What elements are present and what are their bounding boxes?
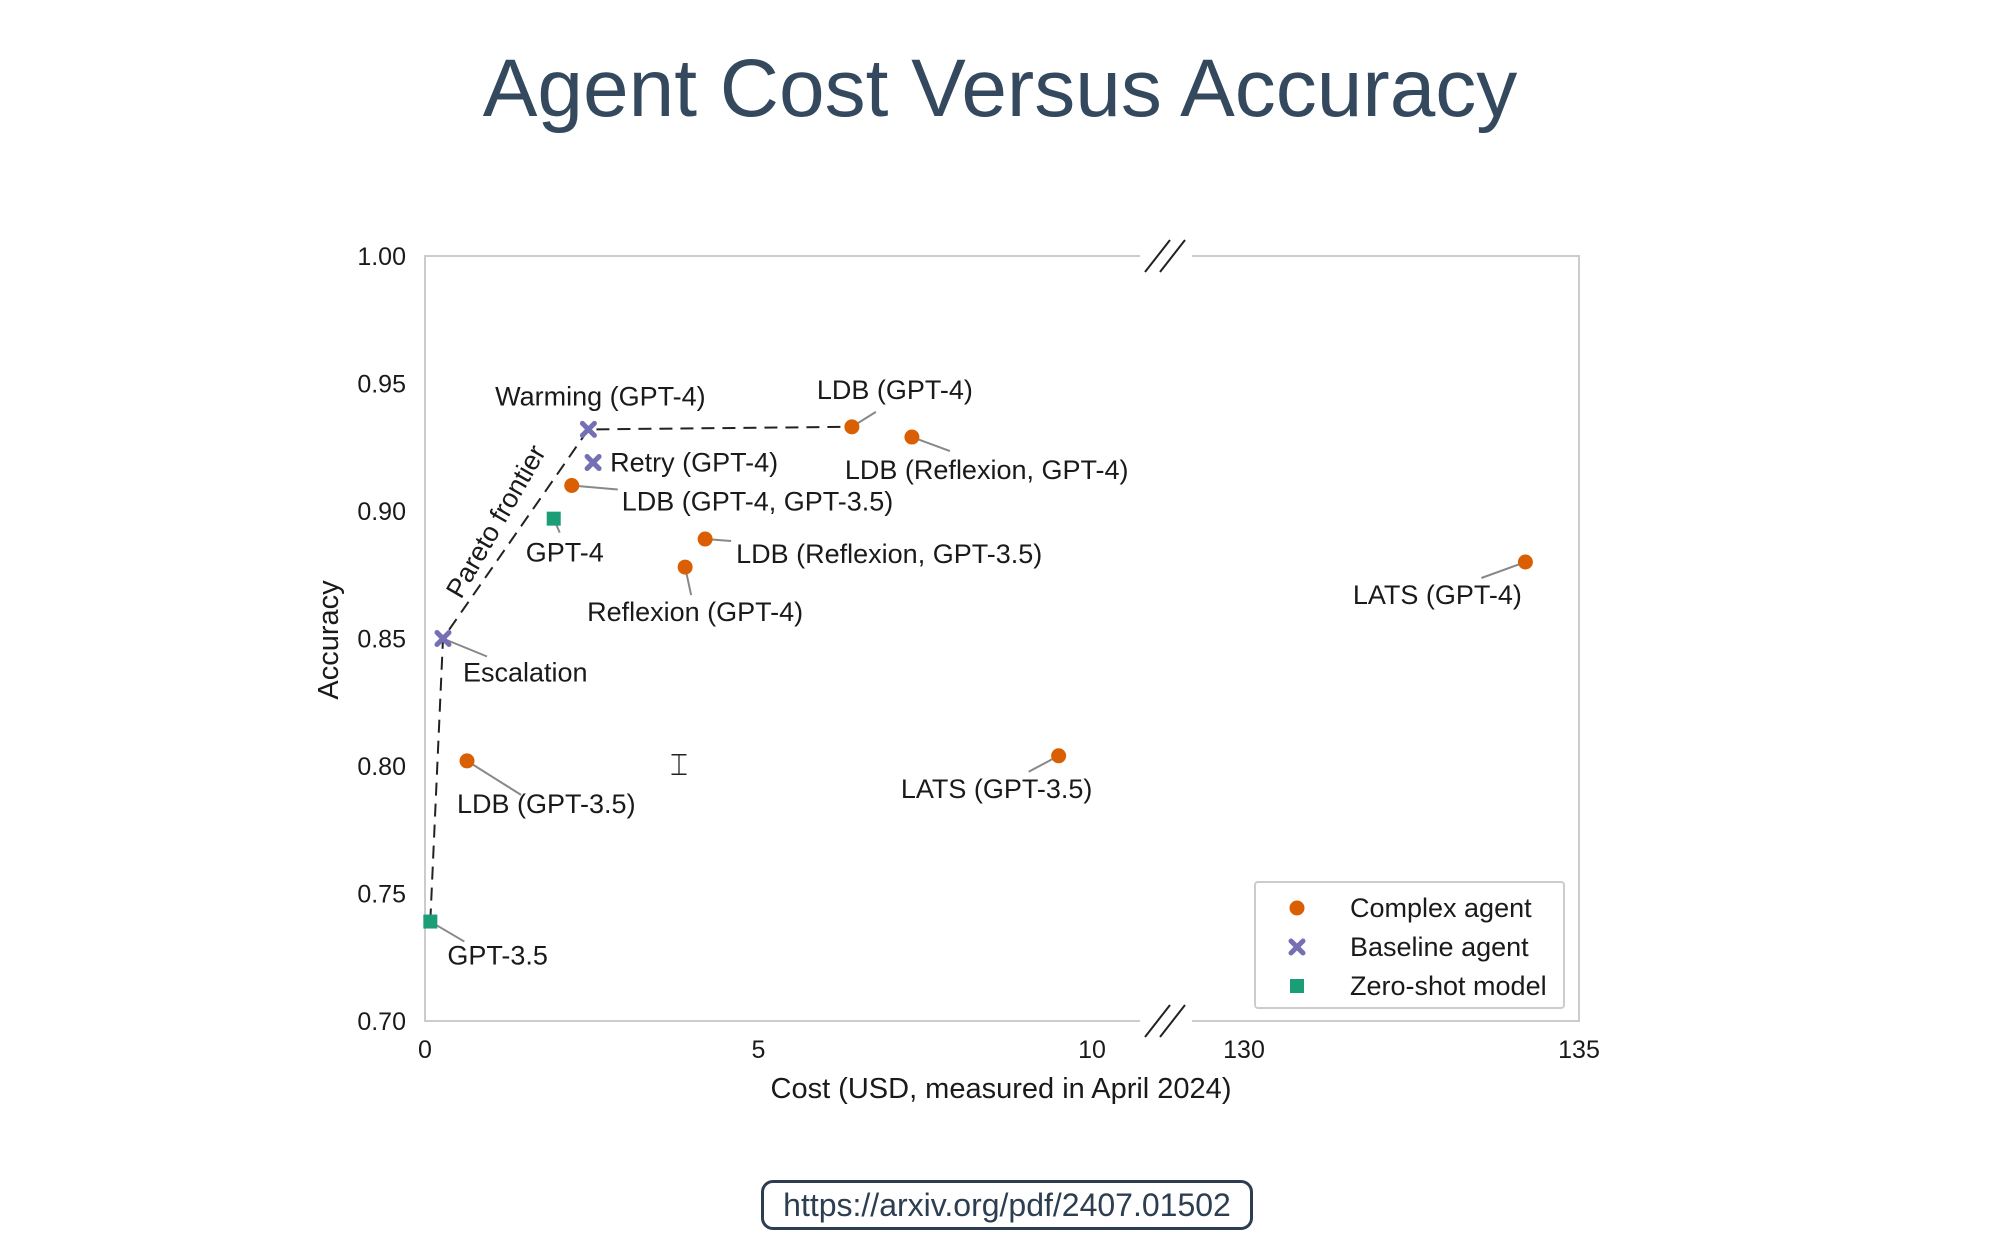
x-axis-label: Cost (USD, measured in April 2024): [771, 1073, 1232, 1105]
x-axis-ticks: 0 5 10 130 135: [418, 1036, 1600, 1064]
point-label: Reflexion (GPT-4): [587, 597, 803, 627]
leader-line: [442, 637, 488, 658]
point-label: LDB (Reflexion, GPT-4): [845, 455, 1129, 485]
point-label: LATS (GPT-3.5): [901, 774, 1093, 804]
point-label: LDB (GPT-3.5): [457, 789, 636, 819]
point-label: LATS (GPT-4): [1353, 580, 1522, 610]
data-point: [584, 454, 602, 472]
data-point: [546, 511, 561, 526]
y-tick-label: 0.90: [357, 498, 406, 526]
data-point: [844, 419, 860, 435]
data-point: [579, 420, 597, 438]
y-tick-label: 0.95: [357, 371, 406, 399]
y-tick-label: 0.70: [357, 1008, 406, 1036]
x-tick-label: 0: [418, 1036, 432, 1064]
point-label: GPT-4: [526, 538, 604, 568]
point-label: GPT-3.5: [447, 941, 548, 971]
point-label: LDB (GPT-4, GPT-3.5): [622, 487, 894, 517]
y-tick-label: 0.80: [357, 753, 406, 781]
y-axis-ticks: 0.70 0.75 0.80 0.85 0.90 0.95 1.00: [357, 243, 406, 1036]
x-tick-label: 5: [752, 1036, 766, 1064]
y-axis-label: Accuracy: [313, 580, 345, 700]
label-leader-lines: [429, 411, 1526, 943]
text-cursor-icon: ⌶: [670, 748, 688, 783]
data-point: [1517, 554, 1533, 570]
data-point: [423, 914, 438, 929]
x-tick-label: 135: [1558, 1036, 1600, 1064]
page-title: Agent Cost Versus Accuracy: [482, 43, 1518, 134]
data-point: [459, 753, 475, 769]
source-link[interactable]: https://arxiv.org/pdf/2407.01502: [761, 1180, 1253, 1230]
point-label: Retry (GPT-4): [610, 448, 778, 478]
pareto-frontier-line: [429, 425, 852, 922]
y-tick-label: 0.75: [357, 881, 406, 909]
axis-break-bottom: [1140, 1004, 1192, 1038]
data-point: [564, 478, 580, 493]
legend-marker: [1289, 900, 1305, 916]
pareto-frontier-label: Pareto frontier: [440, 440, 552, 603]
legend-marker: [1288, 938, 1306, 956]
data-point: [904, 429, 920, 445]
data-point: [1051, 748, 1067, 764]
data-point: [434, 630, 452, 647]
legend-marker: [1290, 979, 1304, 993]
point-labels: LDB (GPT-4)LDB (Reflexion, GPT-4)LDB (GP…: [447, 375, 1522, 971]
legend: Complex agent Baseline agent Zero-shot mod…: [1254, 881, 1565, 1009]
point-label: LDB (GPT-4): [817, 375, 973, 405]
point-label: Escalation: [463, 658, 588, 688]
leader-line: [571, 484, 618, 491]
data-point: [677, 559, 693, 575]
legend-entry: Baseline agent: [1350, 932, 1529, 962]
x-tick-label: 10: [1078, 1036, 1106, 1064]
data-point: [697, 531, 713, 547]
legend-entry: Zero-shot model: [1350, 971, 1547, 1001]
leader-line: [466, 760, 522, 796]
point-label: LDB (Reflexion, GPT-3.5): [736, 539, 1042, 569]
data-markers: [423, 419, 1533, 929]
axis-break-top: [1140, 239, 1192, 273]
y-tick-label: 0.85: [357, 626, 406, 654]
legend-entry: Complex agent: [1350, 893, 1532, 923]
y-tick-label: 1.00: [357, 243, 406, 271]
plot-frame: [424, 255, 1580, 1022]
x-tick-label: 130: [1223, 1036, 1265, 1064]
point-label: Warming (GPT-4): [495, 381, 706, 411]
leader-line: [1481, 561, 1526, 579]
